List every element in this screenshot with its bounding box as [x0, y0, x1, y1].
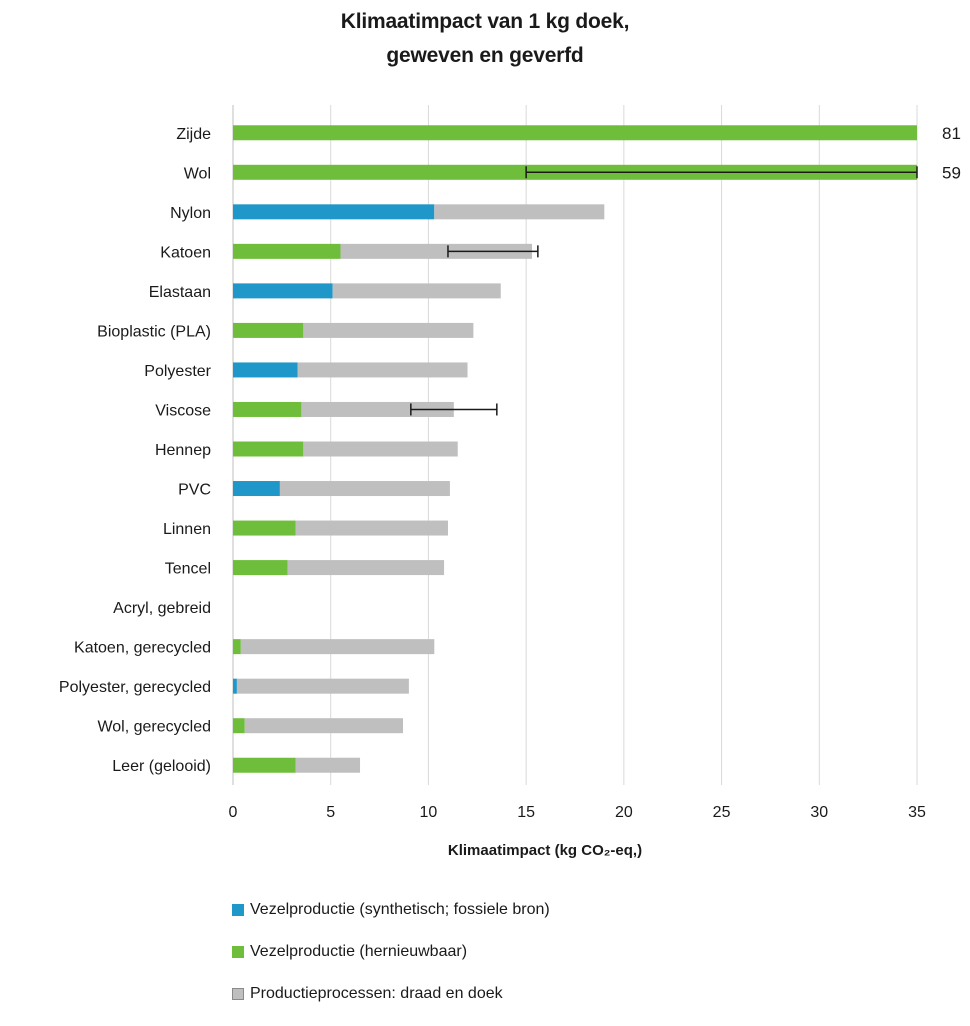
bar-segment-linnen-2: [295, 520, 448, 536]
bar-segment-viscose-1: [233, 401, 302, 417]
category-label: Acryl, gebreid: [113, 600, 211, 617]
category-label: Bioplastic (PLA): [97, 323, 211, 340]
category-label: Polyester: [144, 363, 211, 380]
category-label: Tencel: [165, 561, 211, 578]
bar-segment-bioplastic-pla-1: [233, 322, 304, 338]
value-label-wol: 59: [942, 163, 961, 182]
bar-segment-leer-gelooid-1: [233, 757, 296, 773]
category-label: Leer (gelooid): [112, 758, 211, 775]
category-label: PVC: [178, 482, 211, 499]
bar-segment-nylon-2: [434, 204, 605, 220]
category-label: Katoen, gerecycled: [74, 640, 211, 657]
bar-segment-elastaan-0: [233, 283, 333, 299]
category-label: Zijde: [176, 126, 211, 143]
legend-label-synthetic: Vezelproductie (synthetisch; fossiele br…: [250, 901, 550, 918]
bar-segment-elastaan-2: [332, 283, 501, 299]
category-label: Viscose: [155, 402, 211, 419]
chart-subtitle: geweven en geverfd: [386, 44, 584, 67]
x-tick-label: 10: [420, 804, 438, 821]
category-label: Elastaan: [149, 284, 211, 301]
x-axis-title: Klimaatimpact (kg CO₂-eq,): [448, 842, 642, 859]
category-label: Katoen: [160, 244, 211, 261]
category-label: Nylon: [170, 205, 211, 222]
category-label: Wol, gerecycled: [97, 719, 211, 736]
bar-segment-leer-gelooid-2: [295, 757, 361, 773]
bar-segment-hennep-2: [303, 441, 458, 457]
category-label: Linnen: [163, 521, 211, 538]
x-tick-label: 15: [517, 804, 535, 821]
legend-swatch-processes: [232, 988, 244, 1000]
bar-segment-zijde-1: [233, 125, 917, 141]
bar-segment-polyester-gerecycled-0: [233, 678, 237, 694]
x-tick-label: 20: [615, 804, 633, 821]
bar-segment-linnen-1: [233, 520, 296, 536]
legend-swatch-synthetic: [232, 904, 244, 916]
bar-segment-katoen-gerecycled-2: [240, 639, 435, 655]
bar-chart: 0 5 10 15 20 25 30 35 Zijde Wol Nylon Katoen Elastaa…: [59, 105, 961, 859]
x-tick-label: 35: [908, 804, 926, 821]
bar-segment-viscose-2: [301, 401, 454, 417]
chart-title: Klimaatimpact van 1 kg doek,: [340, 10, 630, 33]
bar-segment-bioplastic-pla-2: [303, 322, 474, 338]
bar-segment-katoen-gerecycled-1: [233, 639, 241, 655]
x-tick-label: 30: [810, 804, 828, 821]
bar-segment-wol-gerecycled-1: [233, 718, 245, 734]
category-label: Hennep: [155, 442, 211, 459]
x-tick-label: 0: [229, 804, 238, 821]
x-tick-label: 25: [713, 804, 731, 821]
bar-segment-nylon-0: [233, 204, 435, 220]
bar-segment-pvc-0: [233, 481, 280, 497]
bar-segment-polyester-2: [297, 362, 468, 378]
legend-item-processes: Productieprocessen: draad en doek: [232, 984, 550, 1004]
bar-segment-katoen-1: [233, 243, 341, 259]
category-label: Wol: [184, 165, 211, 182]
bar-segment-polyester-0: [233, 362, 298, 378]
legend-item-renewable: Vezelproductie (hernieuwbaar): [232, 942, 550, 962]
legend-item-synthetic: Vezelproductie (synthetisch; fossiele br…: [232, 900, 550, 920]
x-tick-label: 5: [326, 804, 335, 821]
category-label: Polyester, gerecycled: [59, 679, 211, 696]
bar-segment-katoen-2: [340, 243, 533, 259]
value-label-zijde: 81: [942, 124, 961, 143]
legend: Vezelproductie (synthetisch; fossiele br…: [232, 900, 550, 1026]
legend-label-renewable: Vezelproductie (hernieuwbaar): [250, 943, 468, 960]
bar-segment-wol-gerecycled-2: [244, 718, 404, 734]
bar-segment-polyester-gerecycled-2: [236, 678, 409, 694]
bar-segment-hennep-1: [233, 441, 304, 457]
bar-segment-tencel-2: [287, 560, 445, 576]
bar-segment-tencel-1: [233, 560, 288, 576]
legend-label-processes: Productieprocessen: draad en doek: [250, 985, 503, 1002]
bar-segment-pvc-2: [279, 481, 450, 497]
legend-swatch-renewable: [232, 946, 244, 958]
